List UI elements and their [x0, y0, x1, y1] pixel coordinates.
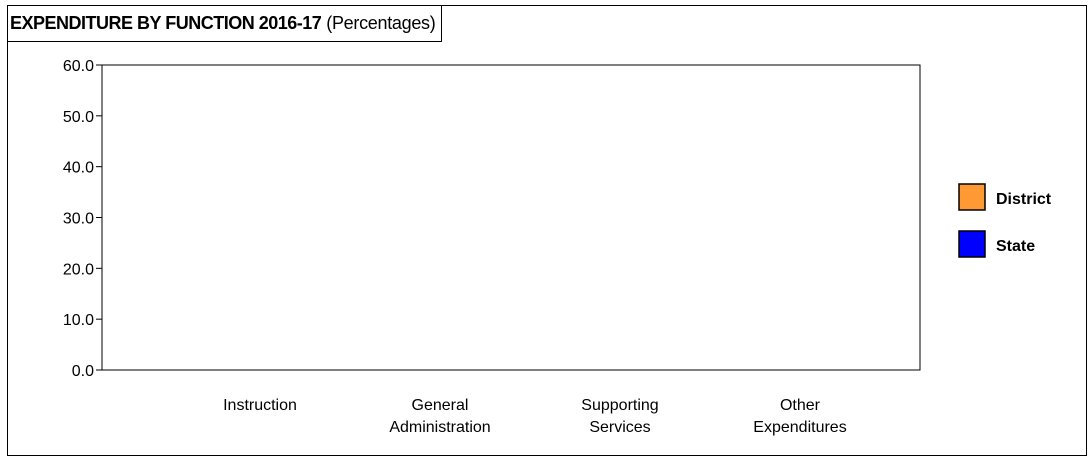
- y-tick-label: 60.0: [63, 58, 94, 75]
- chart-subtitle: (Percentages): [326, 13, 436, 33]
- y-tick-label: 20.0: [63, 261, 94, 278]
- x-category-label: Instruction: [223, 397, 297, 414]
- x-category-label: Supporting: [581, 397, 658, 414]
- y-tick-label: 10.0: [63, 312, 94, 329]
- y-tick-label: 0.0: [72, 363, 94, 380]
- y-tick-label: 30.0: [63, 211, 94, 228]
- chart-title-bar: EXPENDITURE BY FUNCTION 2016-17 (Percent…: [8, 6, 443, 42]
- plot-area: [101, 64, 921, 371]
- legend-label-state: State: [996, 238, 1035, 255]
- x-category-label: General: [412, 397, 469, 414]
- legend-swatch-district: [958, 183, 986, 211]
- x-category-label: Other: [780, 397, 821, 414]
- x-category-label: Administration: [389, 419, 490, 436]
- y-tick-label: 50.0: [63, 109, 94, 126]
- x-category-label: Expenditures: [753, 419, 846, 436]
- y-tick-label: 40.0: [63, 160, 94, 177]
- x-category-label: Services: [589, 419, 650, 436]
- legend-swatch-state: [958, 230, 986, 258]
- chart-title: EXPENDITURE BY FUNCTION 2016-17: [10, 13, 322, 33]
- legend-label-district: District: [996, 191, 1052, 208]
